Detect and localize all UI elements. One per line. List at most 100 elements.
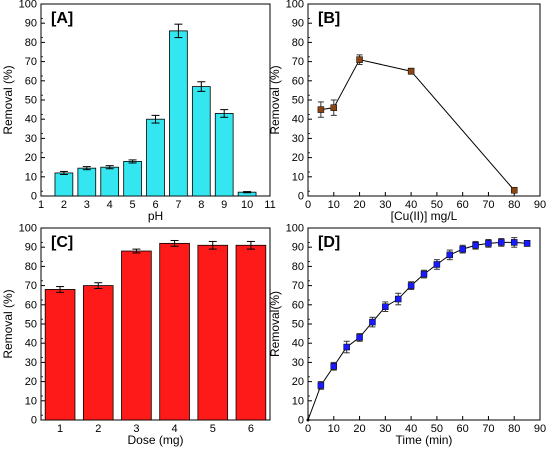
y-tick-label: 0 bbox=[298, 415, 304, 427]
x-tick-label: 2 bbox=[95, 423, 101, 435]
y-tick-label: 30 bbox=[292, 133, 304, 145]
y-tick-label: 50 bbox=[25, 95, 37, 107]
data-point bbox=[420, 270, 428, 278]
x-tick-label: 20 bbox=[353, 199, 365, 211]
data-point bbox=[369, 318, 376, 326]
y-tick-label: 60 bbox=[292, 75, 304, 87]
data-point bbox=[407, 67, 415, 75]
x-tick-label: 6 bbox=[152, 199, 158, 211]
y-tick-label: 10 bbox=[292, 171, 304, 183]
data-point bbox=[317, 382, 325, 389]
y-tick-label: 90 bbox=[292, 18, 304, 30]
plot-frame bbox=[307, 227, 541, 421]
y-tick-label: 100 bbox=[286, 223, 304, 235]
plot-frame bbox=[307, 3, 541, 197]
data-point bbox=[510, 239, 518, 246]
x-tick-label: 9 bbox=[221, 199, 227, 211]
y-tick-label: 90 bbox=[292, 242, 304, 254]
data-point bbox=[330, 362, 338, 370]
bar bbox=[44, 289, 76, 421]
x-tick-label: 2 bbox=[61, 199, 67, 211]
x-tick-label: 10 bbox=[328, 199, 340, 211]
x-axis-title: pH bbox=[148, 209, 163, 223]
y-tick-label: 70 bbox=[25, 280, 37, 292]
data-point bbox=[356, 56, 363, 63]
data-point bbox=[459, 245, 466, 253]
x-tick-label: 20 bbox=[353, 423, 365, 435]
data-point bbox=[498, 239, 505, 246]
y-axis-title: Removal (%) bbox=[1, 289, 15, 358]
y-tick-label: 80 bbox=[292, 261, 304, 273]
y-tick-label: 60 bbox=[25, 299, 37, 311]
y-tick-label: 40 bbox=[25, 114, 37, 126]
x-axis-title: [Cu(II)] mg/L bbox=[391, 209, 458, 223]
x-tick-label: 1 bbox=[57, 423, 63, 435]
bar bbox=[100, 166, 120, 197]
y-tick-label: 70 bbox=[292, 56, 304, 68]
y-tick-label: 100 bbox=[19, 223, 37, 235]
data-point bbox=[446, 251, 454, 259]
y-tick-label: 40 bbox=[292, 338, 304, 350]
x-tick-label: 40 bbox=[405, 423, 417, 435]
bar bbox=[159, 242, 190, 421]
data-point bbox=[306, 418, 310, 422]
y-tick-label: 40 bbox=[292, 114, 304, 126]
y-tick-label: 70 bbox=[292, 280, 304, 292]
y-tick-label: 90 bbox=[25, 242, 37, 254]
data-point bbox=[523, 240, 531, 247]
data-point bbox=[343, 343, 350, 351]
bar bbox=[123, 161, 142, 197]
y-tick-label: 70 bbox=[25, 56, 37, 68]
y-tick-label: 40 bbox=[25, 338, 37, 350]
y-tick-label: 90 bbox=[25, 18, 37, 30]
y-axis-title: Removal (%) bbox=[268, 65, 282, 134]
panel-4: 0 10 20 30 40 50 60 70 80 90 100 0 10 20 30 40 50 60 70 80 9… bbox=[268, 223, 546, 448]
bar bbox=[54, 172, 74, 197]
bar bbox=[214, 113, 234, 197]
x-tick-label: 0 bbox=[305, 423, 311, 435]
y-tick-label: 10 bbox=[25, 395, 37, 407]
data-point bbox=[433, 261, 441, 268]
y-tick-label: 80 bbox=[292, 37, 304, 49]
bar bbox=[169, 30, 188, 197]
x-tick-label: 70 bbox=[482, 199, 494, 211]
data-point bbox=[356, 334, 363, 341]
x-tick-label: 30 bbox=[379, 423, 391, 435]
y-tick-label: 10 bbox=[25, 171, 37, 183]
x-tick-label: 10 bbox=[241, 199, 253, 211]
y-tick-label: 30 bbox=[25, 357, 37, 369]
x-axis-title: Dose (mg) bbox=[127, 433, 183, 447]
y-tick-label: 100 bbox=[19, 0, 37, 11]
x-tick-label: 7 bbox=[175, 199, 181, 211]
x-axis-title: Time (min) bbox=[396, 433, 453, 447]
x-tick-label: 4 bbox=[172, 423, 178, 435]
panel-label: [D] bbox=[318, 234, 340, 251]
y-tick-label: 20 bbox=[25, 152, 37, 164]
data-point bbox=[472, 242, 479, 249]
y-tick-label: 30 bbox=[292, 357, 304, 369]
y-tick-label: 0 bbox=[31, 191, 37, 203]
y-tick-label: 20 bbox=[25, 376, 37, 388]
x-tick-label: 11 bbox=[264, 199, 275, 211]
y-axis-title: Removal (%) bbox=[1, 65, 15, 134]
panel-3: 0 10 20 30 40 50 60 70 80 90 100 1 2 3 4 5 6 Dose (mg) Rem… bbox=[1, 223, 271, 447]
x-tick-label: 40 bbox=[405, 199, 417, 211]
panel-label: [C] bbox=[51, 234, 73, 251]
data-point bbox=[407, 282, 415, 289]
series-line bbox=[320, 59, 515, 191]
x-tick-label: 80 bbox=[508, 423, 520, 435]
x-tick-label: 70 bbox=[482, 423, 494, 435]
y-tick-label: 10 bbox=[292, 395, 304, 407]
y-tick-label: 0 bbox=[31, 415, 37, 427]
data-point bbox=[330, 104, 338, 111]
x-tick-label: 50 bbox=[431, 423, 443, 435]
x-tick-label: 10 bbox=[328, 423, 340, 435]
x-tick-label: 3 bbox=[84, 199, 90, 211]
bar bbox=[191, 86, 211, 197]
x-tick-label: 5 bbox=[210, 423, 216, 435]
series-line bbox=[307, 241, 528, 421]
y-tick-label: 20 bbox=[292, 376, 304, 388]
x-tick-label: 50 bbox=[431, 199, 443, 211]
